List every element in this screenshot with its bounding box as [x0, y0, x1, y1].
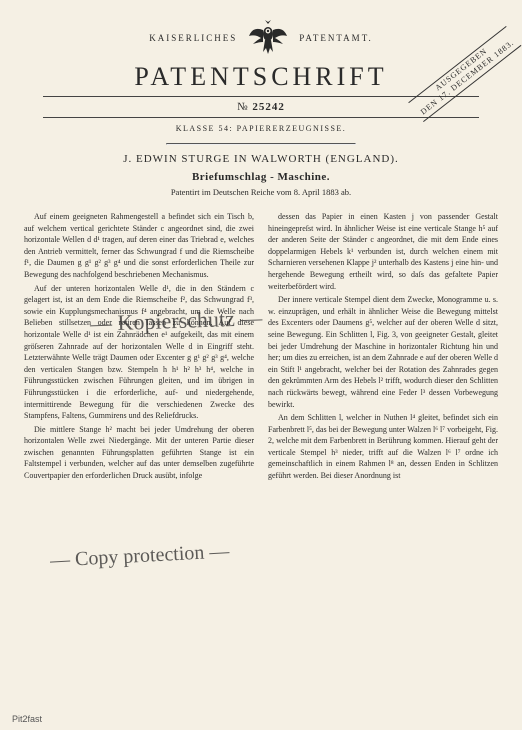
para: An dem Schlitten l, welcher in Nuthen l⁴…	[268, 412, 498, 482]
para: Auf der unteren horizontalen Welle d¹, d…	[24, 283, 254, 422]
body-columns: Auf einem geeigneten Rahmengestell a bef…	[24, 211, 498, 484]
rule-mid	[43, 117, 479, 118]
eagle-crest-icon	[247, 18, 289, 56]
number-prefix: №	[237, 101, 249, 113]
para: Der innere verticale Stempel dient dem Z…	[268, 294, 498, 410]
inventor-line: J. EDWIN STURGE IN WALWORTH (ENGLAND).	[24, 153, 498, 165]
watermark-en: — Copy protection —	[50, 540, 230, 572]
invention-title: Briefumschlag - Maschine.	[24, 171, 498, 183]
column-right: dessen das Papier in einen Kasten j von …	[268, 211, 498, 484]
footer-credit: Pit2fast	[12, 714, 42, 724]
office-right: PATENTAMT.	[299, 33, 373, 43]
rule-thin	[166, 143, 356, 145]
column-left: Auf einem geeigneten Rahmengestell a bef…	[24, 211, 254, 484]
office-left: KAISERLICHES	[149, 33, 237, 43]
para: Auf einem geeigneten Rahmengestell a bef…	[24, 211, 254, 281]
para: dessen das Papier in einen Kasten j von …	[268, 211, 498, 292]
patent-date-line: Patentirt im Deutschen Reiche vom 8. Apr…	[24, 187, 498, 197]
para: Die mittlere Stange h² macht bei jeder U…	[24, 424, 254, 482]
class-line: KLASSE 54: PAPIERERZEUGNISSE.	[24, 124, 498, 133]
number-value: 25242	[252, 101, 285, 113]
